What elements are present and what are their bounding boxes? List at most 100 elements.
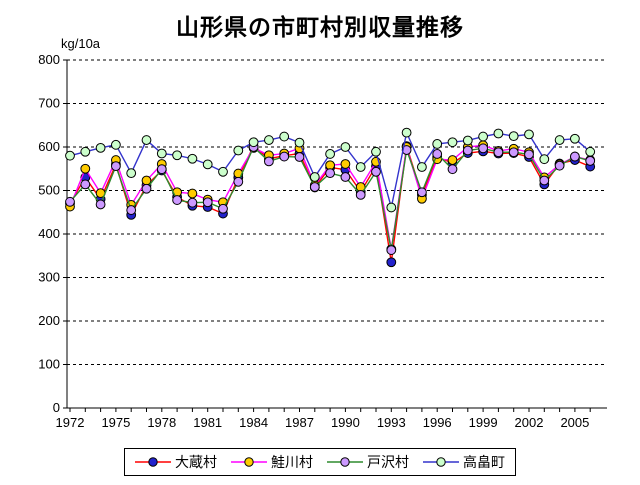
- legend-marker-icon: [135, 457, 171, 467]
- data-point: [141, 183, 152, 194]
- x-tick-label: 1996: [423, 415, 452, 430]
- legend-marker-icon: [327, 457, 363, 467]
- data-point: [417, 187, 427, 198]
- x-tick-label: 1984: [239, 415, 268, 430]
- data-point: [432, 139, 443, 149]
- data-point: [264, 135, 274, 145]
- x-tick-label: 1972: [56, 415, 85, 430]
- data-point: [95, 199, 106, 210]
- x-tick-label: 1987: [285, 415, 314, 430]
- y-tick-label: 500: [38, 183, 60, 198]
- data-point: [156, 148, 167, 159]
- data-point: [141, 135, 152, 145]
- data-point: [126, 168, 137, 179]
- data-point: [156, 164, 167, 175]
- data-point: [355, 189, 366, 200]
- data-point: [554, 160, 565, 171]
- data-point: [524, 149, 534, 160]
- data-point: [126, 205, 137, 215]
- data-point: [371, 146, 381, 157]
- data-point: [570, 133, 580, 144]
- x-tick-label: 2005: [560, 415, 589, 430]
- y-tick-label: 600: [38, 139, 60, 154]
- data-point: [539, 175, 550, 186]
- legend-item-鮭川村: 鮭川村: [231, 452, 313, 472]
- y-tick-label: 0: [53, 400, 60, 415]
- data-point: [524, 129, 534, 140]
- x-tick-label: 1978: [147, 415, 176, 430]
- data-point: [386, 202, 397, 213]
- y-tick-label: 800: [38, 52, 60, 67]
- data-point: [570, 151, 580, 162]
- data-point: [493, 147, 504, 158]
- y-tick-label: 100: [38, 357, 60, 372]
- data-point: [111, 161, 121, 172]
- data-point: [493, 128, 504, 139]
- data-point: [172, 195, 183, 205]
- data-point: [417, 162, 427, 172]
- legend-label: 大蔵村: [175, 454, 217, 470]
- data-point: [279, 131, 290, 142]
- legend-label: 戸沢村: [367, 454, 409, 470]
- data-point: [233, 145, 244, 156]
- x-tick-label: 1993: [377, 415, 406, 430]
- x-tick-label: 1981: [193, 415, 222, 430]
- chart-legend: 大蔵村 鮭川村 戸沢村 高畠町: [124, 448, 516, 476]
- x-tick-label: 1990: [331, 415, 360, 430]
- chart-canvas: 0 100 200 300 400 500 600 700 800 1972 1975 1978 198…: [38, 36, 607, 430]
- y-tick-label: 400: [38, 226, 60, 241]
- data-point: [447, 137, 458, 148]
- data-point: [65, 196, 75, 207]
- legend-label: 鮭川村: [271, 454, 313, 470]
- data-point: [401, 127, 412, 138]
- data-point: [386, 257, 397, 268]
- data-point: [432, 149, 443, 159]
- data-point: [202, 159, 213, 170]
- data-point: [478, 131, 489, 142]
- data-point: [80, 163, 91, 174]
- data-point: [111, 139, 121, 150]
- data-point: [554, 135, 565, 145]
- data-point: [447, 164, 458, 175]
- data-point: [294, 152, 305, 162]
- legend-item-大蔵村: 大蔵村: [135, 452, 217, 472]
- data-point: [80, 146, 91, 157]
- data-point: [294, 137, 305, 148]
- y-unit-label: kg/10a: [61, 36, 101, 51]
- data-point: [340, 159, 351, 169]
- legend-marker-icon: [423, 457, 459, 467]
- data-point: [447, 155, 458, 165]
- data-point: [141, 175, 152, 186]
- data-point: [325, 168, 336, 179]
- data-point: [309, 182, 320, 192]
- data-point: [65, 150, 75, 161]
- legend-item-戸沢村: 戸沢村: [327, 452, 409, 472]
- data-point: [371, 166, 381, 177]
- data-point: [340, 142, 351, 152]
- x-tick-label: 1975: [101, 415, 130, 430]
- legend-label: 高畠町: [463, 454, 505, 470]
- data-point: [340, 172, 351, 182]
- y-tick-label: 300: [38, 270, 60, 285]
- data-point: [172, 150, 183, 161]
- data-point: [187, 153, 198, 164]
- x-tick-label: 2002: [515, 415, 544, 430]
- data-point: [248, 137, 259, 148]
- data-point: [279, 151, 290, 162]
- data-point: [508, 147, 519, 158]
- x-tick-label: 1999: [469, 415, 498, 430]
- y-tick-label: 700: [38, 96, 60, 111]
- data-point: [386, 245, 397, 255]
- data-point: [80, 179, 91, 190]
- data-point: [539, 154, 550, 165]
- data-point: [187, 188, 198, 199]
- data-point: [355, 162, 366, 172]
- data-point: [309, 172, 320, 182]
- y-tick-label: 200: [38, 313, 60, 328]
- data-point: [95, 142, 106, 153]
- data-point: [264, 156, 274, 167]
- data-point: [585, 146, 596, 157]
- data-point: [508, 131, 519, 142]
- legend-item-高畠町: 高畠町: [423, 452, 505, 472]
